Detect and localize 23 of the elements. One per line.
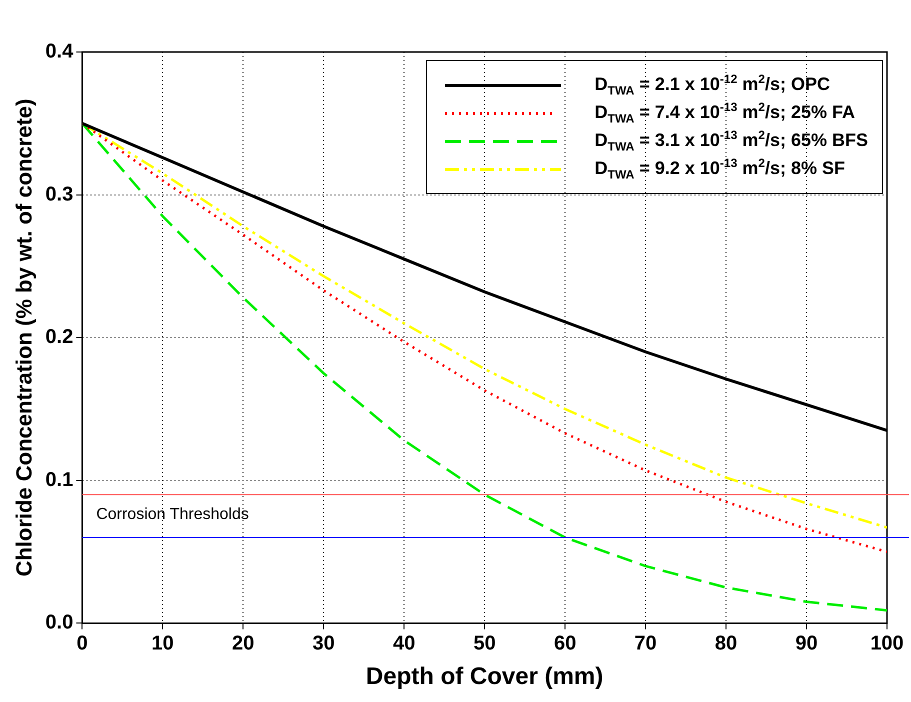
y-tick-label: 0.1 <box>45 468 74 491</box>
legend-label: D$_{TWA}$ = 3.1 x 10$^{-13}$ m$^{2}$/s; 65% BFS <box>594 128 868 154</box>
y-tick-label: 0.4 <box>45 40 74 63</box>
x-tick-label: 30 <box>312 632 335 655</box>
x-tick-label: 100 <box>870 632 904 655</box>
annotation: Corrosion Thresholds <box>96 506 249 524</box>
x-axis-title: Depth of Cover (mm) <box>366 663 604 690</box>
x-tick-label: 60 <box>554 632 576 655</box>
x-tick-label: 0 <box>76 632 88 655</box>
x-tick-label: 90 <box>795 632 818 655</box>
legend-label: D$_{TWA}$ = 9.2 x 10$^{-13}$ m$^{2}$/s; 8% SF <box>594 156 845 182</box>
x-tick-label: 80 <box>714 632 738 655</box>
y-tick-label: 0.2 <box>45 326 74 348</box>
legend-label: D$_{TWA}$ = 2.1 x 10$^{-12}$ m$^{2}$/s; OPC <box>594 72 830 98</box>
x-tick-label: 40 <box>392 632 416 655</box>
y-tick-label: 0.0 <box>45 612 74 634</box>
x-tick-label: 20 <box>232 632 254 655</box>
x-tick-label: 10 <box>152 632 174 655</box>
legend-label: D$_{TWA}$ = 7.4 x 10$^{-13}$ m$^{2}$/s; 25% FA <box>594 100 855 126</box>
x-tick-label: 50 <box>473 632 496 655</box>
x-tick-label: 70 <box>634 632 657 655</box>
y-axis-title: Chloride Concentration (% by wt. of concrete) <box>11 98 36 577</box>
y-tick-label: 0.3 <box>45 183 74 206</box>
